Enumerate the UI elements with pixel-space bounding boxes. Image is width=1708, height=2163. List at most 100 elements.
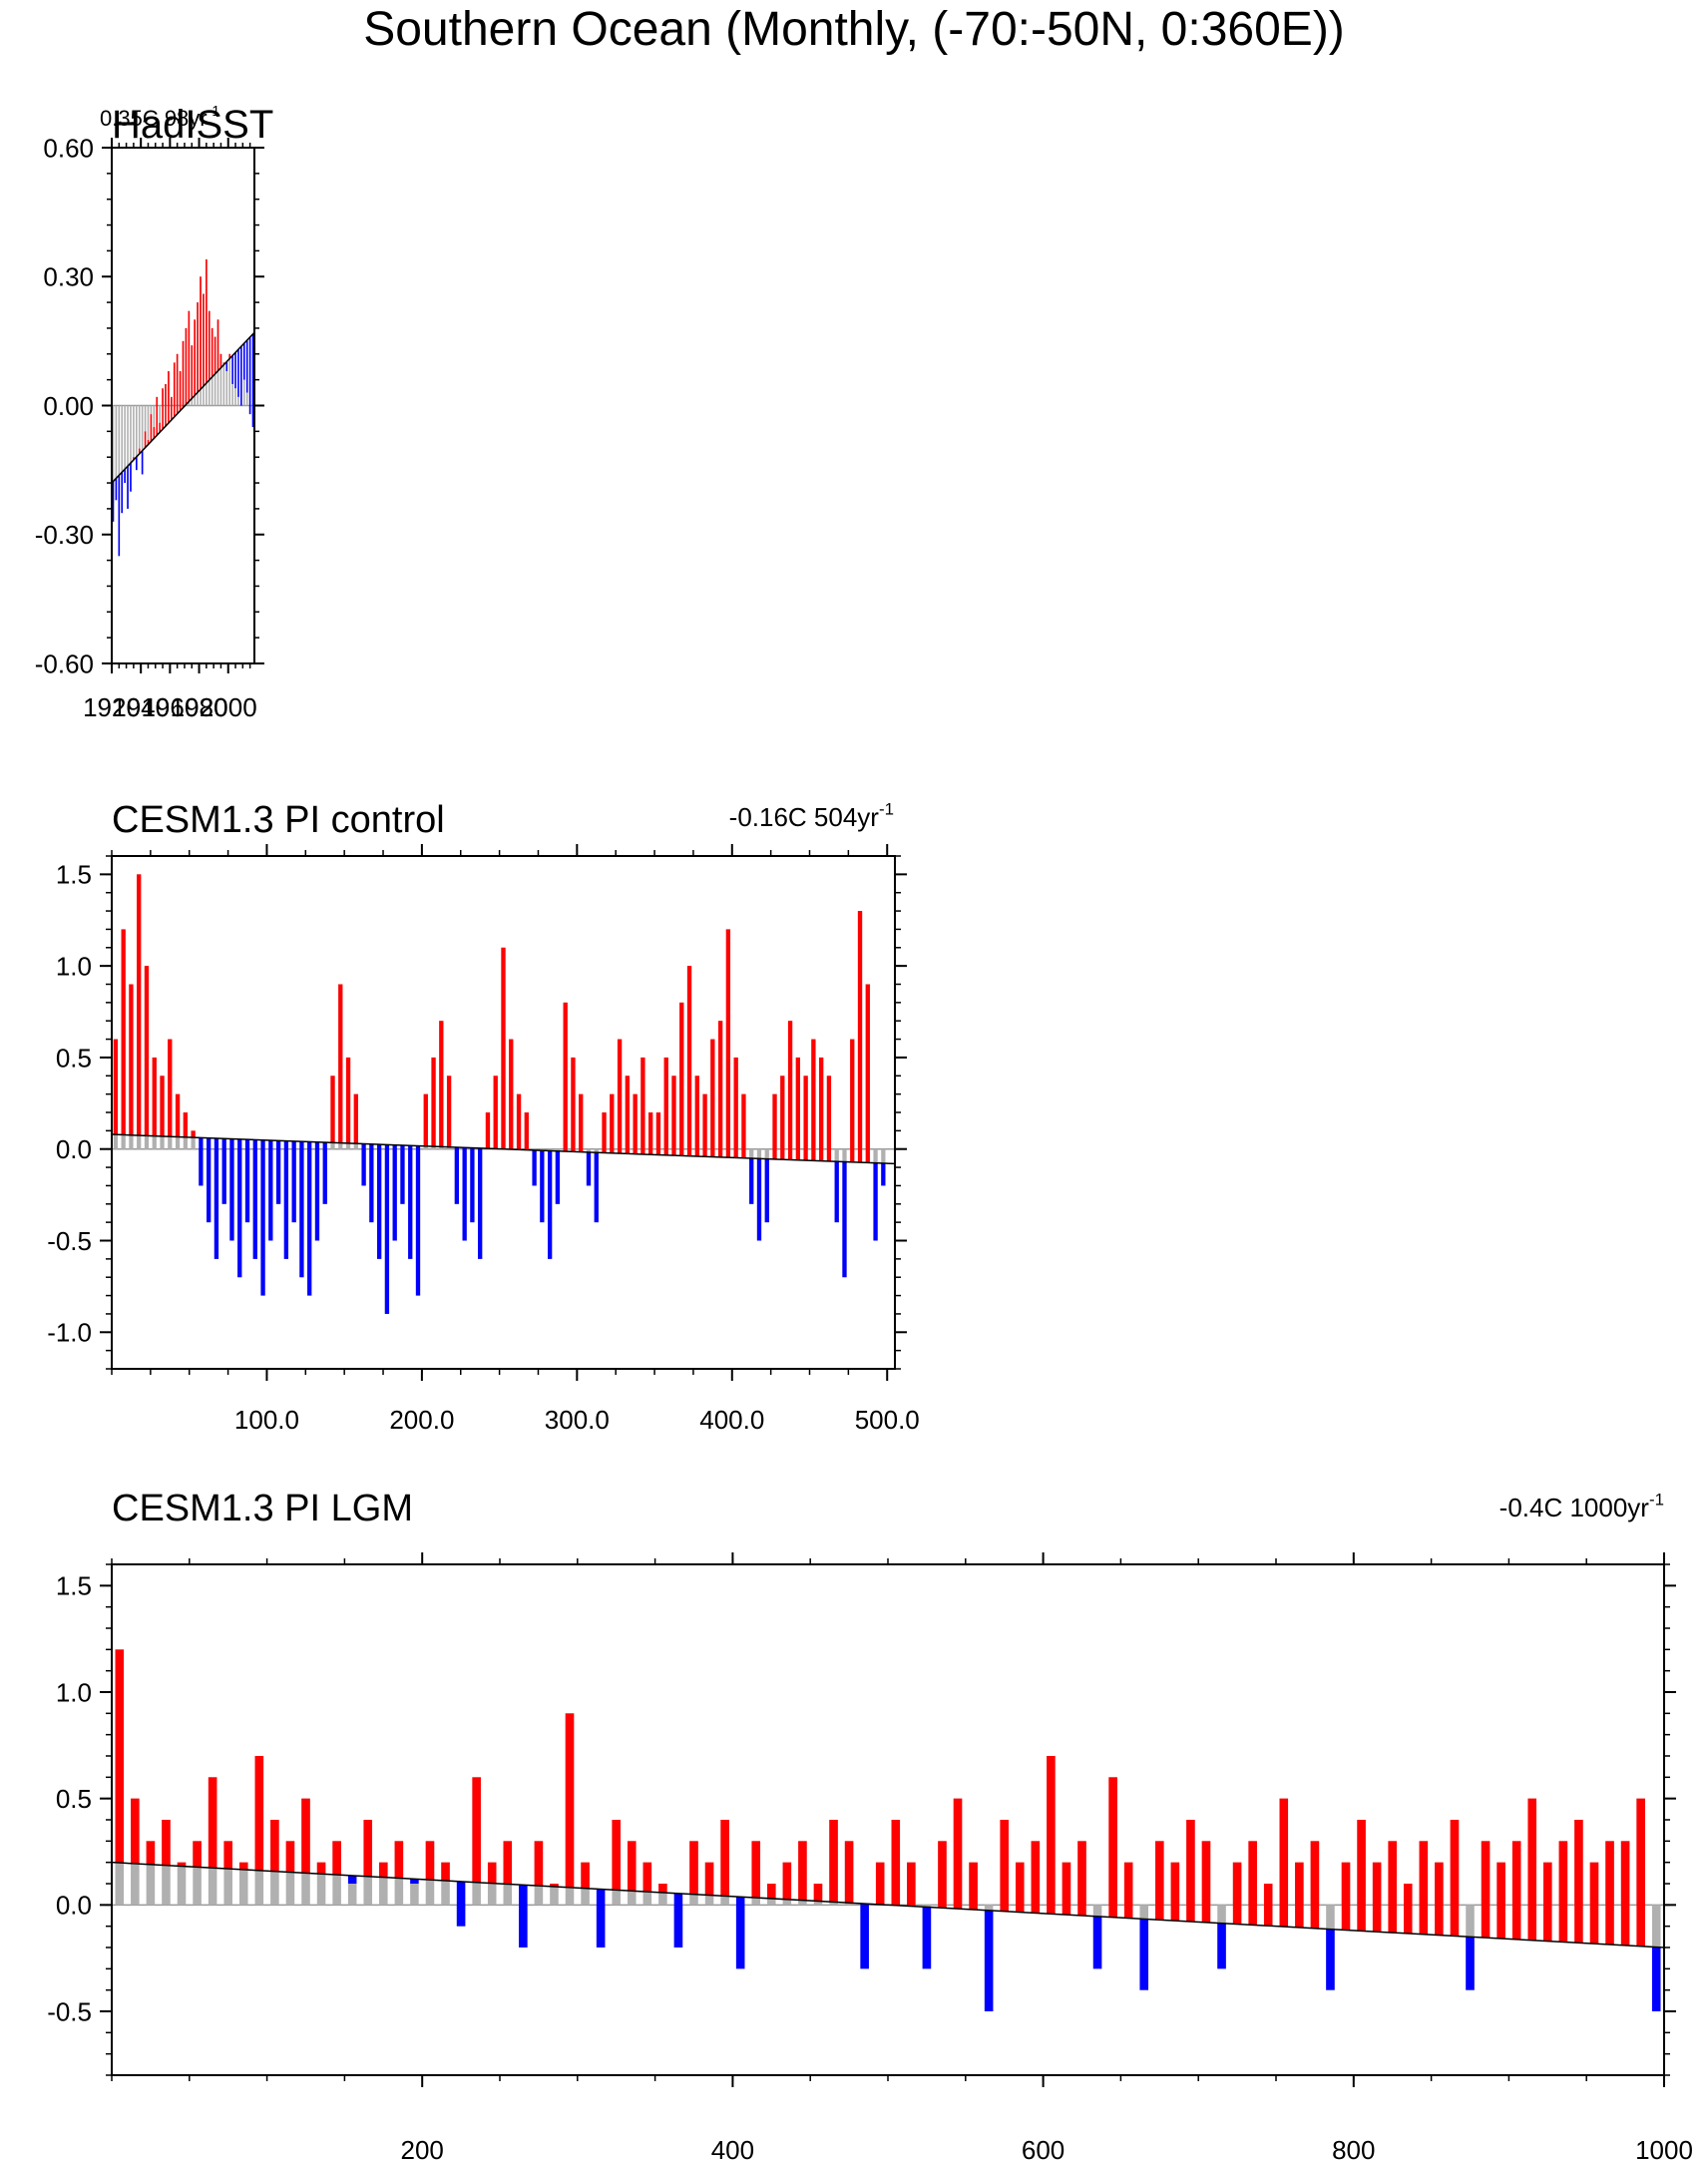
negative-bar (1092, 1916, 1102, 1969)
raw-bar (658, 1884, 667, 1906)
x-tick-label: 100.0 (234, 1405, 299, 1435)
negative-bar (377, 1144, 382, 1259)
negative-bar (400, 1144, 405, 1204)
raw-bar (237, 396, 239, 406)
positive-bar (1574, 1820, 1583, 1944)
positive-bar (813, 1884, 823, 1902)
raw-bar (379, 1862, 388, 1906)
positive-bar (472, 1777, 481, 1883)
negative-bar (136, 456, 138, 471)
positive-bar (891, 1820, 901, 1906)
y-tick-label: 0.00 (43, 391, 94, 421)
positive-bar (679, 1002, 684, 1156)
negative-bar (225, 361, 228, 372)
positive-bar (439, 1021, 444, 1147)
raw-bar (141, 405, 144, 475)
positive-bar (1123, 1862, 1133, 1919)
positive-bar (633, 1093, 638, 1154)
negative-bar (860, 1904, 869, 1969)
positive-bar (720, 1820, 729, 1897)
x-tick-label: 200 (401, 2135, 444, 2163)
trend-label: -0.4C 1000yr-1 (1499, 1490, 1664, 1522)
positive-bar (285, 1841, 295, 1873)
positive-bar (610, 1093, 615, 1153)
chart-hadisst: -0.60 -0.30 0.00 0.30 0.60 192019401960198020… (35, 103, 274, 722)
positive-bar (121, 929, 126, 1135)
chart-pi-lgm: -0.5 0.0 0.5 1.0 1.5 200 400 600 800 1000 CESM1.3 … (47, 1488, 1693, 2163)
positive-bar (1341, 1862, 1351, 1931)
raw-bar (191, 1130, 196, 1149)
positive-bar (165, 383, 167, 427)
negative-bar (1326, 1929, 1335, 1990)
positive-bar (353, 1093, 358, 1144)
positive-bar (270, 1820, 279, 1872)
chart-title: CESM1.3 PI LGM (112, 1488, 413, 1529)
positive-bar (159, 422, 161, 433)
positive-bar (694, 1076, 699, 1156)
negative-bar (369, 1143, 374, 1223)
negative-bar (121, 472, 124, 514)
positive-bar (1527, 1798, 1537, 1941)
positive-bar (1263, 1884, 1273, 1927)
positive-bar (741, 1093, 746, 1158)
negative-bar (984, 1910, 994, 2011)
negative-bar (462, 1147, 467, 1241)
positive-bar (829, 1820, 838, 1903)
positive-bar (857, 911, 863, 1163)
positive-bar (316, 1862, 326, 1875)
negative-bar (478, 1147, 483, 1259)
positive-bar (162, 1820, 171, 1866)
raw-bar (133, 405, 135, 458)
negative-bar (283, 1140, 289, 1259)
positive-bar (1496, 1862, 1505, 1940)
negative-bar (248, 336, 251, 415)
positive-bar (503, 1841, 513, 1885)
positive-bar (602, 1112, 607, 1153)
raw-bar (121, 405, 124, 514)
raw-bar (234, 388, 236, 406)
positive-bar (733, 1057, 738, 1158)
negative-bar (1651, 1947, 1661, 2011)
positive-bar (1511, 1841, 1521, 1940)
positive-bar (772, 1093, 777, 1159)
negative-bar (596, 1889, 606, 1947)
negative-bar (594, 1152, 599, 1223)
negative-bar (127, 466, 129, 509)
negative-bar (756, 1158, 762, 1241)
raw-bar (159, 405, 161, 423)
positive-bar (228, 353, 230, 359)
positive-bar (203, 293, 205, 387)
negative-bar (237, 1138, 242, 1278)
negative-bar (242, 343, 245, 380)
positive-bar (191, 1130, 196, 1138)
positive-bar (516, 1093, 522, 1150)
chart-title: HadISST (112, 103, 273, 147)
negative-bar (199, 1137, 204, 1186)
positive-bar (197, 302, 199, 393)
positive-bar (254, 1756, 264, 1871)
chart-title: CESM1.3 PI control (112, 799, 445, 841)
y-tick-label: -1.0 (47, 1318, 92, 1348)
positive-bar (175, 1093, 181, 1137)
x-tick-label: 200.0 (389, 1405, 454, 1435)
positive-bar (493, 1076, 498, 1149)
positive-bar (188, 310, 191, 402)
positive-bar (938, 1841, 947, 1909)
positive-bar (425, 1841, 435, 1881)
y-tick-label: 0.30 (43, 262, 94, 292)
positive-bar (524, 1112, 529, 1150)
positive-bar (819, 1057, 824, 1161)
positive-bar (811, 1039, 816, 1161)
positive-bar (767, 1884, 776, 1899)
raw-bar (441, 1862, 450, 1906)
raw-bar (115, 405, 118, 501)
positive-bar (176, 353, 179, 414)
positive-bar (332, 1841, 341, 1876)
positive-bar (663, 1057, 668, 1155)
positive-bar (485, 1112, 491, 1149)
positive-bar (875, 1862, 885, 1905)
positive-bar (1279, 1798, 1289, 1928)
positive-bar (150, 414, 153, 442)
y-tick-label: 0.0 (56, 1134, 92, 1164)
positive-bar (642, 1862, 652, 1893)
